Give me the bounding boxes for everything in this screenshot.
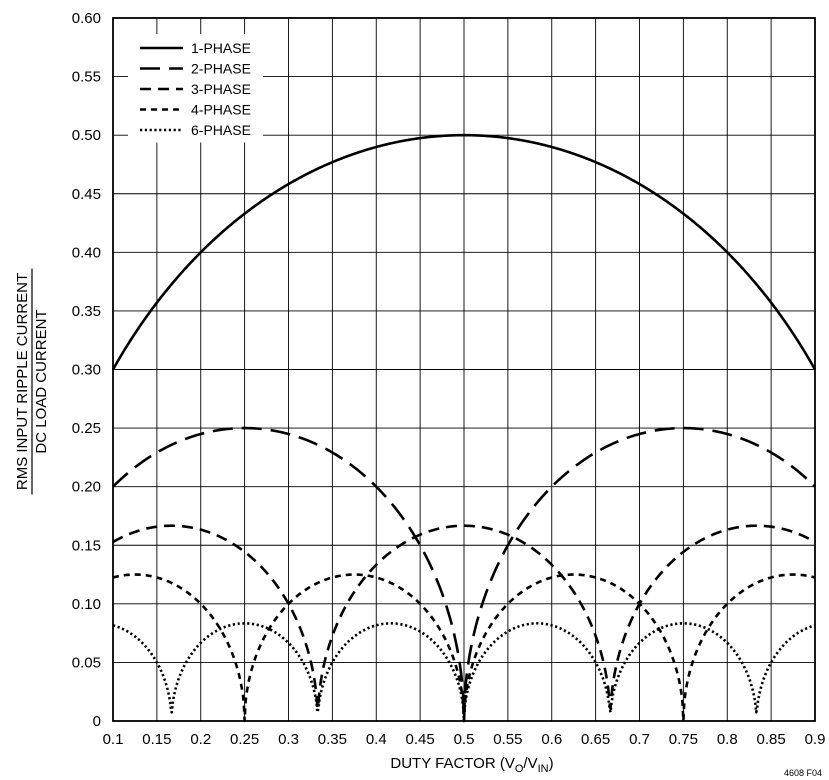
y-tick-label: 0.05 (72, 654, 101, 671)
y-tick-label: 0.35 (72, 303, 101, 320)
legend-label-2-phase: 2-PHASE (191, 61, 251, 77)
figure-id: 4608 F04 (784, 768, 822, 778)
x-axis-title: DUTY FACTOR (VO/VIN) (390, 755, 553, 775)
legend: 1-PHASE 2-PHASE 3-PHASE 4-PHASE 6-PHASE (140, 40, 251, 138)
plot-frame (112, 17, 816, 722)
y-axis-title: RMS INPUT RIPPLE CURRENT DC LOAD CURRENT (14, 268, 50, 495)
x-tick-label: 0.1 (103, 731, 124, 748)
x-tick-label: 0.6 (541, 731, 562, 748)
x-tick-label: 0.65 (581, 731, 610, 748)
legend-label-4-phase: 4-PHASE (191, 102, 251, 118)
series-line-1-phase (111, 133, 817, 371)
x-axis-title-part: DUTY FACTOR (V (390, 755, 514, 772)
x-tick-labels: 0.1 0.15 0.2 0.25 0.3 0.35 0.4 0.45 0.5 0.55 0.6 0.… (103, 731, 826, 748)
legend-label-1-phase: 1-PHASE (191, 40, 251, 56)
x-tick-label: 0.55 (493, 731, 522, 748)
x-axis-title-part: /V (523, 755, 537, 772)
x-tick-label: 0.3 (278, 731, 299, 748)
series-line-3-phase (112, 524, 816, 710)
y-tick-labels: 0 0.05 0.10 0.15 0.20 0.25 0.30 0.35 0.40 0.45 0.5… (72, 10, 101, 730)
legend-label-3-phase: 3-PHASE (191, 81, 251, 97)
x-tick-label: 0.8 (717, 731, 738, 748)
y-tick-label: 0.55 (72, 69, 101, 86)
y-tick-label: 0.20 (72, 479, 101, 496)
x-tick-label: 0.25 (230, 731, 259, 748)
y-tick-label: 0.50 (72, 127, 101, 144)
y-tick-label: 0.15 (72, 537, 101, 554)
y-tick-label: 0 (93, 713, 101, 730)
legend-label-6-phase: 6-PHASE (191, 122, 251, 138)
y-tick-label: 0.60 (72, 10, 101, 27)
x-tick-label: 0.9 (805, 731, 826, 748)
x-tick-label: 0.85 (757, 731, 786, 748)
x-tick-label: 0.4 (366, 731, 387, 748)
x-tick-label: 0.45 (406, 731, 435, 748)
x-tick-label: 0.15 (142, 731, 171, 748)
x-tick-label: 0.75 (669, 731, 698, 748)
x-axis-title-subscript: O (515, 763, 524, 775)
y-axis-title-denominator: DC LOAD CURRENT (33, 309, 50, 453)
x-tick-label: 0.7 (629, 731, 650, 748)
y-tick-label: 0.40 (72, 244, 101, 261)
x-axis-title-subscript: IN (538, 763, 549, 775)
x-tick-label: 0.5 (454, 731, 475, 748)
y-tick-label: 0.45 (72, 186, 101, 203)
y-tick-label: 0.10 (72, 596, 101, 613)
x-tick-label: 0.35 (318, 731, 347, 748)
y-tick-label: 0.30 (72, 362, 101, 379)
x-tick-label: 0.2 (190, 731, 211, 748)
y-axis-title-numerator: RMS INPUT RIPPLE CURRENT (14, 273, 31, 490)
y-tick-label: 0.25 (72, 420, 101, 437)
x-axis-title-part: ) (549, 755, 554, 772)
